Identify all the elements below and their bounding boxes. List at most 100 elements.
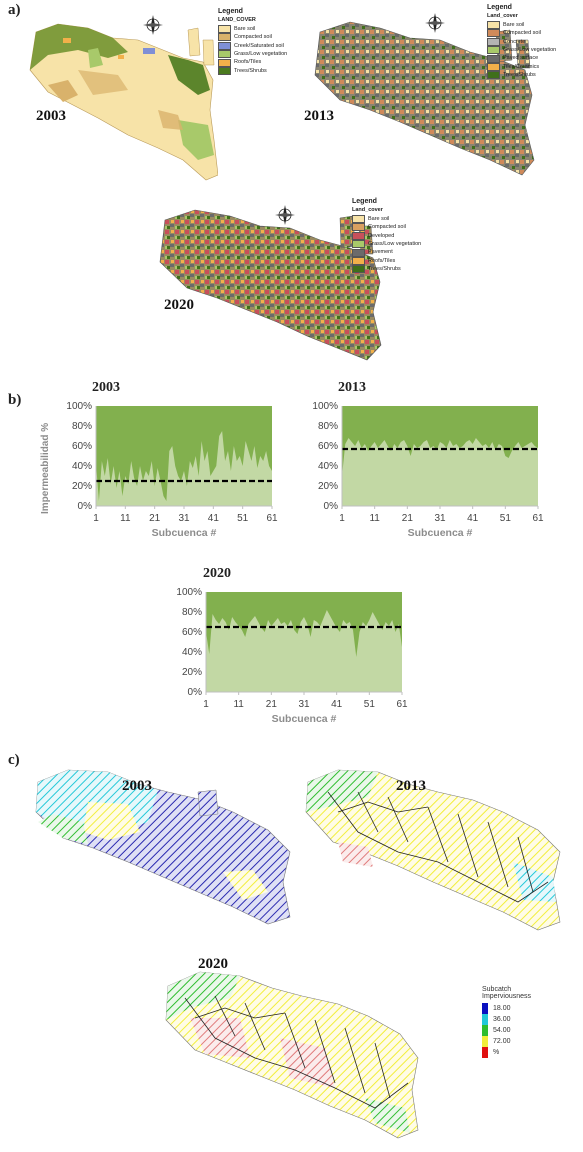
y-tick-label: 60% xyxy=(182,627,202,638)
legend-label: Concrete xyxy=(503,38,526,45)
x-axis-label: Subcuenca # xyxy=(272,713,337,725)
y-tick-label: 0% xyxy=(188,687,203,698)
y-tick-label: 60% xyxy=(318,441,338,452)
legend-item: Roofs/Tiles xyxy=(352,256,421,265)
legend-label: 54.00 xyxy=(493,1027,511,1034)
legend-label: Bare soil xyxy=(368,215,390,222)
compass-icon xyxy=(425,13,445,33)
legend-title: Legend xyxy=(352,198,377,205)
legend-item: 72.00 xyxy=(482,1036,531,1047)
legend-item: Developed xyxy=(352,231,421,240)
y-tick-label: 20% xyxy=(72,481,92,492)
legend-swatch xyxy=(352,256,365,265)
legend-swatch xyxy=(487,21,500,29)
legend-item: Compacted soil xyxy=(218,33,287,42)
legend-label: 72.00 xyxy=(493,1038,511,1045)
legend-swatch xyxy=(487,29,500,38)
legend-swatch xyxy=(218,58,231,67)
legend-label: Grass/Low vegetation xyxy=(368,240,422,247)
legend-label: Compacted soil xyxy=(234,34,272,41)
x-tick-label: 11 xyxy=(369,513,380,524)
panel-a-label: a) xyxy=(8,2,21,18)
legend-label: Paved surface xyxy=(503,55,539,62)
chart-title-2003: 2003 xyxy=(92,380,120,395)
y-tick-label: 0% xyxy=(324,501,339,512)
map-year-2020: 2020 xyxy=(164,297,194,313)
legend-swatch xyxy=(487,37,500,46)
legend-item: Roofs/Tiles xyxy=(218,58,287,67)
compass-icon xyxy=(143,15,163,35)
legend-item: Concrete xyxy=(487,37,556,46)
legend-label: Trees/Shrubs xyxy=(503,72,536,79)
imperviousness-chart-2013: 0%20%40%60%80%100%1 11 21 31 41 51 61Subcuenca… xyxy=(312,401,544,539)
legend-label: Trees/Shrubs xyxy=(368,266,401,273)
x-tick-label: 1 xyxy=(339,513,345,524)
x-tick-label: 51 xyxy=(237,513,249,524)
legend-item: Tiles/Ceramics xyxy=(487,62,556,71)
x-tick-label: 51 xyxy=(364,699,376,710)
legend-swatch xyxy=(352,265,365,274)
legend-item: Bare soil xyxy=(352,215,421,223)
legend-item: 54.00 xyxy=(482,1025,531,1036)
legend-label: 18.00 xyxy=(493,1005,511,1012)
x-tick-label: 61 xyxy=(266,513,278,524)
map-year-2020-c: 2020 xyxy=(198,956,228,972)
legend-label: Compacted soil xyxy=(503,30,541,37)
y-tick-label: 100% xyxy=(312,401,338,412)
y-tick-label: 80% xyxy=(318,421,338,432)
chart-title-2013: 2013 xyxy=(338,380,366,395)
legend-label: Creek/Saturated soil xyxy=(234,42,284,49)
legend-item: Trees/Shrubs xyxy=(487,71,556,80)
map-year-2003-c: 2003 xyxy=(122,778,152,794)
map-year-2013-c: 2013 xyxy=(396,778,426,794)
imperviousness-map-2003 xyxy=(35,769,291,925)
legend-item: Grass/Low vegetation xyxy=(352,240,422,249)
legend-swatch xyxy=(218,66,231,75)
x-tick-label: 1 xyxy=(203,699,209,710)
panel-c-label: c) xyxy=(8,752,20,768)
land-cover-map-2020 xyxy=(159,209,382,361)
legend-label: Grass/Low vegetation xyxy=(503,46,557,53)
x-tick-label: 11 xyxy=(120,513,131,524)
legend-label: Tiles/Ceramics xyxy=(503,63,540,70)
map-year-2003: 2003 xyxy=(36,108,66,124)
legend-item: 18.00 xyxy=(482,1003,531,1014)
y-tick-label: 40% xyxy=(182,647,202,658)
imperviousness-chart-2020: 0%20%40%60%80%100%1 11 21 31 41 51 61Subcuenca… xyxy=(176,587,408,725)
imperviousness-chart-2003: 0%20%40%60%80%100%1 11 21 31 41 51 61Subcuenca… xyxy=(66,401,278,539)
legend-subtitle: Land_cover xyxy=(352,207,383,214)
y-tick-label: 40% xyxy=(72,461,92,472)
legend-label: Bare soil xyxy=(234,25,256,32)
legend-swatch xyxy=(352,223,365,232)
legend-swatch xyxy=(482,1003,488,1014)
legend-title-line2: Imperviousness xyxy=(482,993,532,1000)
legend-swatch xyxy=(482,1014,488,1025)
imperviousness-area xyxy=(342,438,538,506)
x-tick-label: 21 xyxy=(266,699,278,710)
imperviousness-area xyxy=(96,431,272,506)
y-tick-label: 80% xyxy=(182,607,202,618)
legend-label: Roofs/Tiles xyxy=(234,59,262,66)
x-tick-label: 31 xyxy=(178,513,190,524)
x-tick-label: 51 xyxy=(500,513,512,524)
legend-swatch xyxy=(487,62,500,71)
legend-label: % xyxy=(493,1049,500,1056)
map-year-2013: 2013 xyxy=(304,108,334,124)
legend-item: Creek/Saturated soil xyxy=(218,41,287,50)
legend-2013: Legend Land_cover Bare soil Compacted soi… xyxy=(487,4,556,80)
legend-label: Roofs/Tiles xyxy=(368,257,396,264)
x-axis-label: Subcuenca # xyxy=(408,527,473,539)
legend-label: Compacted soil xyxy=(368,224,406,231)
legend-title: Legend xyxy=(487,4,512,11)
legend-2003: Legend LAND_COVER Bare soil Compacted soi… xyxy=(218,8,287,75)
x-tick-label: 41 xyxy=(208,513,220,524)
y-tick-label: 20% xyxy=(318,481,338,492)
y-tick-label: 100% xyxy=(66,401,92,412)
legend-swatch xyxy=(482,1036,488,1047)
land-cover-map-2003 xyxy=(29,23,218,181)
x-tick-label: 61 xyxy=(532,513,544,524)
compass-icon xyxy=(275,205,295,225)
legend-item: Compacted soil xyxy=(487,29,556,38)
y-tick-label: 100% xyxy=(176,587,202,598)
x-tick-label: 21 xyxy=(149,513,161,524)
